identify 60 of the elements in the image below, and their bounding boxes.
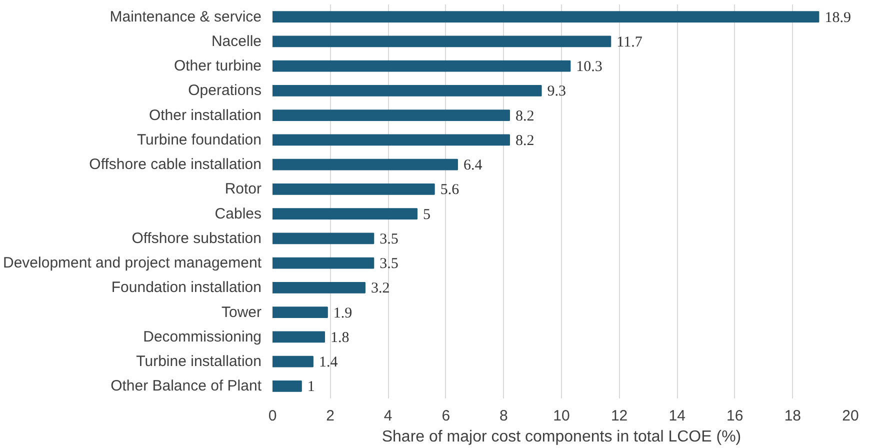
bar (272, 110, 510, 121)
data-label: 18.9 (824, 10, 851, 26)
bar (272, 11, 820, 22)
bar (272, 134, 510, 146)
data-label: 6.4 (463, 158, 483, 174)
x-tick-label: 2 (326, 408, 334, 424)
x-axis-title: Share of major cost components in total LCOE (%) (382, 428, 742, 446)
y-tick-label: Foundation installation (111, 279, 262, 296)
bar (272, 158, 458, 170)
bar (272, 380, 302, 392)
x-tick-label: 4 (384, 408, 392, 424)
data-label: 1.9 (333, 305, 352, 322)
bar (272, 257, 374, 269)
x-tick-label: 8 (500, 408, 508, 424)
bar (272, 232, 374, 244)
data-label: 8.2 (515, 108, 534, 124)
y-tick-label: Operations (188, 82, 262, 100)
y-tick-label: Maintenance & service (110, 8, 262, 26)
data-label: 11.7 (616, 34, 643, 50)
data-label: 3.5 (380, 256, 398, 272)
bar (272, 208, 418, 220)
data-label: 5.6 (440, 182, 460, 198)
y-tick-label: Other Balance of Plant (110, 378, 262, 395)
bar (272, 331, 326, 343)
x-tick-label: 12 (610, 408, 628, 424)
data-label: 9.3 (547, 84, 566, 100)
y-tick-label: Offshore substation (132, 230, 262, 247)
data-label: 10.3 (576, 59, 602, 76)
y-tick-label: Rotor (224, 180, 262, 198)
y-tick-label: Decommissioning (143, 328, 262, 346)
x-tick-label: 0 (268, 408, 277, 424)
x-tick-label: 20 (842, 408, 859, 424)
bar (272, 36, 612, 48)
data-label: 8.2 (515, 132, 534, 149)
y-tick-label: Cables (214, 205, 262, 222)
y-tick-label: Turbine foundation (136, 131, 262, 148)
y-tick-label: Offshore cable installation (89, 156, 262, 174)
x-tick-label: 18 (784, 408, 802, 424)
data-label: 1.4 (318, 354, 338, 371)
x-tick-label: 14 (668, 408, 686, 424)
x-tick-label: 6 (442, 408, 450, 424)
y-tick-label: Tower (221, 304, 262, 321)
bar (272, 184, 435, 195)
data-label: 3.5 (380, 231, 398, 248)
y-tick-label: Other installation (148, 106, 262, 124)
bar (272, 60, 571, 72)
data-label: 1.8 (330, 330, 350, 346)
x-tick-label: 10 (553, 408, 570, 424)
bar (272, 356, 314, 368)
bar (272, 306, 328, 318)
y-tick-label: Nacelle (211, 32, 262, 50)
x-tick-label: 16 (726, 408, 744, 424)
data-label: 3.2 (370, 280, 390, 297)
y-tick-label: Other turbine (174, 58, 262, 75)
y-tick-label: Development and project management (3, 254, 262, 272)
bar (272, 85, 542, 96)
y-tick-label: Turbine installation (136, 353, 262, 370)
bar (272, 282, 366, 294)
data-label: 5 (423, 206, 430, 223)
data-label: 1 (307, 379, 315, 396)
